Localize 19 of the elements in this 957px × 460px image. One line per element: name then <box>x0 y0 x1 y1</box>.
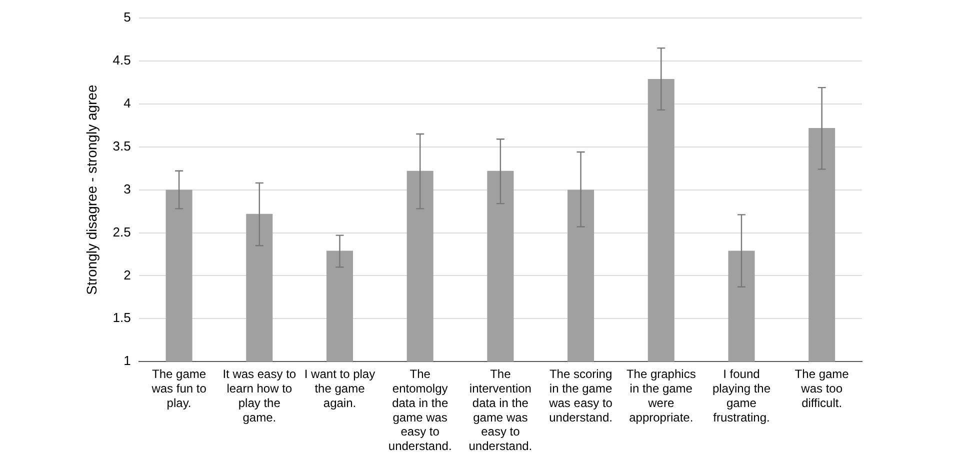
x-tick-label: The intervention data in the game was easy to understand. <box>468 367 532 454</box>
x-tick-label: The scoring in the game was easy to understand. <box>548 367 613 424</box>
x-tick-label: The entomolgy data in the game was easy to understand. <box>388 367 452 454</box>
y-tick-label: 1 <box>124 353 131 368</box>
x-tick-label: I found playing the game frustrating. <box>712 367 771 424</box>
y-tick-label: 3.5 <box>112 138 131 154</box>
y-tick-label: 5 <box>124 10 131 25</box>
y-tick-label: 4.5 <box>112 52 131 68</box>
y-tick-label: 3 <box>124 181 131 196</box>
y-axis-title: Strongly disagree - strongly agree <box>83 84 100 295</box>
x-tick-label: The graphics in the game were appropriate. <box>626 367 696 424</box>
x-tick-label: I want to play the game again. <box>304 367 376 410</box>
y-tick-label: 1.5 <box>112 310 131 326</box>
x-tick-label: The game was too difficult. <box>794 367 850 410</box>
y-tick-label: 2 <box>124 267 131 282</box>
x-tick-label: It was easy to learn how to play the game. <box>222 367 296 424</box>
x-tick-label: The game was fun to play. <box>150 367 207 410</box>
y-tick-label: 2.5 <box>112 224 131 240</box>
y-tick-label: 4 <box>124 95 131 110</box>
